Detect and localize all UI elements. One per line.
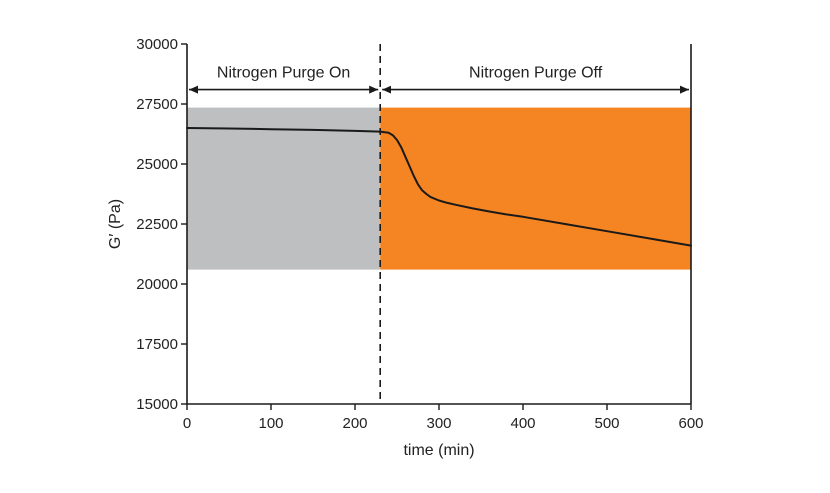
x-tick-label: 300 (426, 415, 451, 432)
y-tick-label: 25000 (136, 156, 178, 173)
annotation-label-2: Nitrogen Purge Off (469, 65, 603, 82)
data-series-line-1 (186, 127, 692, 247)
y-tick-label: 17500 (136, 336, 178, 353)
y-tick-label: 27500 (136, 96, 178, 113)
x-tick-label: 0 (183, 415, 191, 432)
annotation-label-1: Nitrogen Purge On (217, 65, 350, 82)
y-tick-label: 20000 (136, 276, 178, 293)
shaded-region-1 (187, 107, 381, 270)
x-tick-label: 500 (594, 415, 619, 432)
y-tick-label: 30000 (136, 36, 178, 53)
x-tick-label: 600 (678, 415, 703, 432)
x-axis-title: time (min) (403, 442, 474, 459)
y-axis-title: G′ (Pa) (107, 199, 124, 249)
y-tick-label: 15000 (136, 396, 178, 413)
shaded-region-2 (380, 107, 691, 270)
x-tick-label: 400 (510, 415, 535, 432)
x-tick-label: 200 (342, 415, 367, 432)
y-tick-label: 22500 (136, 216, 178, 233)
x-tick-label: 100 (258, 415, 283, 432)
